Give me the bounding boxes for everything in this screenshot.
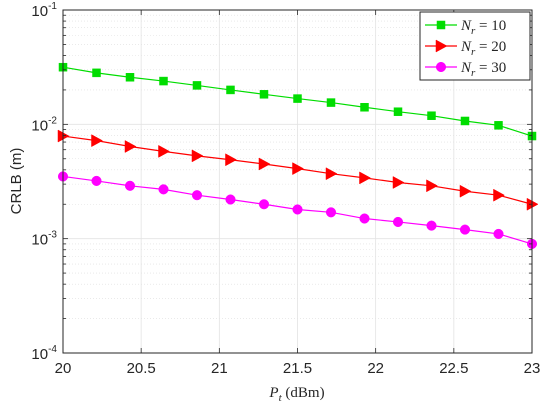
data-point (493, 228, 504, 239)
legend-marker (435, 39, 448, 53)
data-point (91, 134, 104, 148)
data-point (91, 175, 102, 186)
data-point (125, 73, 135, 82)
data-point (494, 121, 503, 130)
data-point (191, 190, 203, 201)
x-axis-ticks: 20 20.5 21 21.5 22 22.5 23 (55, 10, 540, 377)
data-point (393, 107, 403, 116)
data-point (359, 213, 370, 224)
data-point (426, 179, 439, 193)
y-tick-label: 10-4 (31, 344, 57, 363)
data-point (92, 68, 101, 78)
data-point (493, 188, 506, 202)
series-layer (57, 62, 539, 249)
data-point (426, 220, 437, 231)
data-point (192, 81, 202, 90)
x-tick-label: 21 (211, 360, 228, 377)
data-point (293, 94, 302, 103)
data-point (258, 157, 271, 171)
data-point (459, 184, 472, 198)
x-tick-label: 22.5 (439, 360, 468, 377)
data-point (124, 180, 136, 191)
data-point (191, 149, 204, 163)
data-point (325, 167, 338, 181)
x-axis-symbol: P (268, 385, 278, 401)
data-point (460, 116, 470, 126)
data-point (292, 162, 305, 176)
legend: Nr = 10 Nr = 20 Nr = 30 (419, 11, 531, 81)
data-point (258, 199, 270, 210)
data-point (159, 76, 168, 86)
data-point (459, 224, 471, 235)
y-axis-ticks: 10-1 10-2 10-3 10-4 (31, 1, 532, 363)
legend-marker (436, 20, 446, 30)
data-point (225, 153, 238, 167)
data-point (226, 85, 235, 95)
x-tick-label: 23 (524, 360, 540, 377)
legend-label: Nr = 20 (460, 39, 506, 58)
x-tick-label: 20 (55, 360, 72, 377)
data-point (225, 194, 236, 205)
data-point (124, 140, 137, 153)
data-point (326, 98, 336, 107)
x-tick-label: 22 (367, 360, 384, 377)
y-axis-label: CRLB (m) (8, 148, 25, 215)
y-tick-label: 10-2 (31, 115, 57, 134)
data-point (359, 171, 372, 185)
data-point (325, 207, 337, 218)
x-axis-subscript: t (279, 392, 283, 404)
y-tick-label: 10-3 (31, 230, 57, 249)
series-2 (57, 129, 539, 211)
data-point (158, 184, 169, 195)
data-point (259, 90, 269, 99)
data-point (392, 176, 405, 189)
data-point (360, 103, 369, 112)
series-3 (57, 171, 538, 249)
data-point (158, 144, 171, 158)
data-point (292, 204, 303, 215)
x-axis-unit: (dBm) (282, 385, 325, 401)
x-axis-label: Pt (dBm) (268, 385, 324, 404)
legend-label: Nr = 30 (460, 60, 506, 79)
x-tick-label: 20.5 (127, 360, 156, 377)
y-tick-label: 10-1 (31, 1, 57, 20)
legend-marker (435, 61, 447, 73)
data-point (427, 111, 436, 120)
legend-label: Nr = 10 (460, 18, 506, 37)
data-point (392, 216, 404, 228)
x-tick-label: 21.5 (283, 360, 312, 377)
